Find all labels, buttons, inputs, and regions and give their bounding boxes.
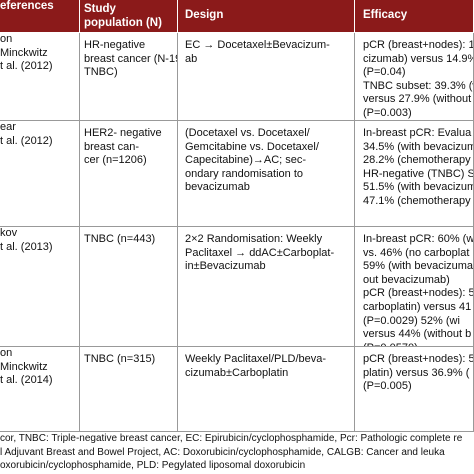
cell-line: ear — [0, 121, 16, 133]
cell-line: In-breast pCR: Evalua — [363, 127, 472, 139]
cell-line: platin) versus 36.9% ( — [363, 366, 470, 379]
table-cell: In-breast pCR: 60% (w vs. 46% (no carbopl… — [355, 227, 474, 347]
cell-line: Minckwitz — [0, 46, 48, 59]
cell-line: (P=0.005) — [363, 380, 412, 393]
table-cell: In-breast pCR: Evalua 34.5% (with bevaciz… — [355, 121, 474, 227]
table-cell: TNBC (n=315) — [80, 347, 178, 432]
table-cell: ear t al. (2012) — [0, 121, 80, 227]
cell-line: Paclitaxel → ddAC±Carboplat- — [185, 246, 335, 259]
cell-line: pCR (breast+nodes): 5 — [363, 287, 474, 300]
cell-line: eferences — [0, 0, 54, 12]
table-cell: EC → Docetaxel±Bevacizum-ab — [178, 33, 355, 121]
cell-line: (Docetaxel vs. Docetaxel/ — [185, 127, 310, 139]
cell-line: (P=0.0029) 52% (wi — [363, 314, 460, 327]
cell-line: Gemcitabine vs. Docetaxel/ — [185, 140, 319, 153]
table-cell: pCR (breast+nodes): 1 cizumab) versus 14.… — [355, 33, 474, 121]
cell-line: out bevacizumab) — [363, 273, 450, 286]
cell-line: HER2- negative — [84, 127, 162, 139]
table-cell: (Docetaxel vs. Docetaxel/Gemcitabine vs.… — [178, 121, 355, 227]
cell-line: ab — [185, 52, 198, 65]
cell-line: t al. (2012) — [0, 60, 53, 73]
cell-line: on — [0, 347, 13, 359]
header-cell: Design — [178, 0, 355, 33]
cell-line: (P=0.0570) — [363, 342, 473, 346]
cell-line: versus 27.9% (without bev — [363, 93, 473, 106]
cell-line: HR-negative — [84, 39, 146, 51]
cell-line: 28.2% (chemotherapy — [363, 154, 471, 167]
cell-line: ondary randomisation to — [185, 167, 304, 180]
table-cell: pCR (breast+nodes): 5 platin) versus 36.9… — [355, 347, 474, 432]
cell-line: bevacizumab — [185, 181, 250, 194]
cell-line: EC → Docetaxel±Bevacizum- — [185, 39, 330, 51]
cell-line: TNBC) — [84, 66, 118, 79]
table-cell: kov t al. (2013) — [0, 227, 80, 347]
cell-line: breast can- — [84, 140, 140, 153]
cell-line: 59% (with bevacizuma — [363, 260, 474, 273]
cell-line: kov — [0, 227, 18, 239]
cell-line: vs. 46% (no carboplat — [363, 246, 470, 259]
cell-line: oxorubicin/cyclophosphamide, PLD: Pegyla… — [0, 460, 306, 471]
cell-line: in±Bevacizumab — [185, 260, 266, 273]
cell-line: cizumab) versus 14.9% — [363, 52, 474, 65]
cell-line: Capecitabine)→AC; sec- — [185, 154, 307, 167]
cell-line: Efficacy — [363, 9, 408, 21]
table-cell: TNBC (n=443) — [80, 227, 178, 347]
cell-line: t al. (2013) — [0, 240, 53, 253]
table-cell: Weekly Paclitaxel/PLD/beva-cizumab±Carbo… — [178, 347, 355, 432]
footnote: cor, TNBC: Triple-negative breast cancer… — [0, 432, 474, 473]
cell-line: TNBC (n=315) — [84, 353, 156, 365]
cell-line: 51.5% (with bevacizum — [363, 181, 474, 194]
cell-line: carboplatin) versus 41 — [363, 300, 472, 313]
cell-line: Study — [84, 3, 116, 15]
cell-line: on — [0, 33, 13, 45]
cell-line: pCR (breast+nodes): 1 — [363, 39, 474, 51]
cell-line: (P=0.003) — [363, 106, 412, 119]
cell-line: 34.5% (with bevacizum — [363, 140, 474, 153]
cell-line: cer (n=1206) — [84, 154, 147, 167]
header-cell: Efficacy — [355, 0, 474, 33]
cell-line: (P=0.04) — [363, 66, 406, 79]
cell-line: t al. (2014) — [0, 374, 53, 387]
table-cell: 2×2 Randomisation: Weekly Paclitaxel → dd… — [178, 227, 355, 347]
cell-line: cizumab±Carboplatin — [185, 366, 289, 379]
cell-line: l Adjuvant Breast and Bowel Project, AC:… — [0, 446, 445, 458]
cell-line: 47.1% (chemotherapy — [363, 194, 471, 207]
cell-line: Weekly Paclitaxel/PLD/beva- — [185, 353, 327, 365]
cell-line: TNBC (n=443) — [84, 233, 156, 245]
cell-line: breast cancer (N-1948; 663 — [84, 52, 177, 65]
table-cell: on Minckwitz t al. (2014) — [0, 347, 80, 432]
cell-line: 2×2 Randomisation: Weekly — [185, 233, 323, 245]
cell-line: Minckwitz — [0, 360, 48, 373]
cell-line: cor, TNBC: Triple-negative breast cancer… — [0, 433, 463, 444]
table-cell: on Minckwitz t al. (2012) — [0, 33, 80, 121]
cell-line: versus 44% (without b — [363, 328, 472, 341]
cell-line: In-breast pCR: 60% (w — [363, 233, 474, 245]
table-cell: HER2- negative breast can-cer (n=1206) — [80, 121, 178, 227]
cell-line: t al. (2012) — [0, 134, 53, 147]
cell-line: pCR (breast+nodes): 5 — [363, 353, 474, 365]
cell-line: Design — [185, 9, 224, 21]
cell-line: population (N) — [84, 16, 162, 29]
header-cell: Study population (N) — [80, 0, 178, 33]
header-cell: eferences — [0, 0, 80, 33]
cell-line: HR-negative (TNBC) Su — [363, 167, 474, 180]
cell-line: TNBC subset: 39.3% (w — [363, 79, 474, 92]
